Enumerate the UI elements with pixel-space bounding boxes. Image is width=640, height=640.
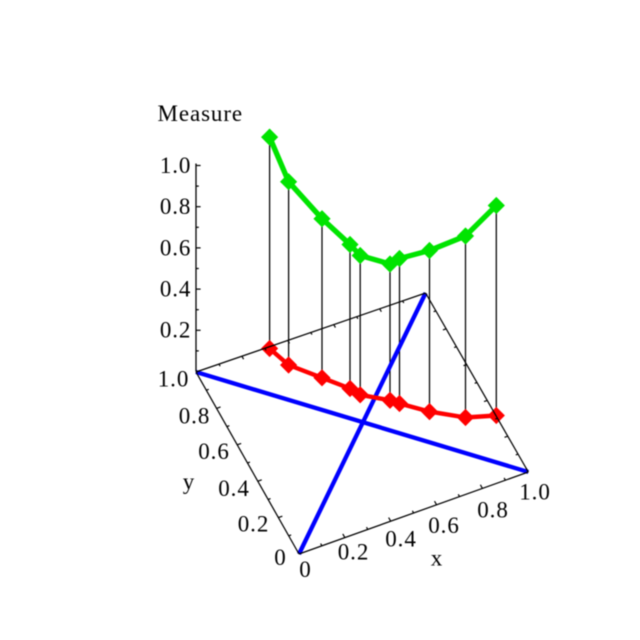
svg-text:1.0: 1.0 bbox=[158, 366, 189, 391]
svg-text:0.2: 0.2 bbox=[160, 318, 191, 343]
svg-text:0.2: 0.2 bbox=[338, 539, 369, 564]
svg-text:0.6: 0.6 bbox=[198, 439, 229, 464]
svg-text:1.0: 1.0 bbox=[160, 153, 191, 178]
svg-text:y: y bbox=[183, 469, 195, 494]
svg-text:0: 0 bbox=[274, 545, 286, 570]
svg-text:0.4: 0.4 bbox=[160, 277, 191, 302]
svg-text:0.8: 0.8 bbox=[160, 194, 191, 219]
svg-text:x: x bbox=[431, 546, 443, 571]
svg-text:1.0: 1.0 bbox=[519, 479, 550, 504]
svg-text:0.6: 0.6 bbox=[160, 235, 191, 260]
svg-text:0: 0 bbox=[299, 557, 311, 582]
svg-text:Measure: Measure bbox=[158, 101, 244, 126]
svg-text:0.2: 0.2 bbox=[238, 511, 269, 536]
svg-text:0.8: 0.8 bbox=[477, 497, 508, 522]
svg-text:0.4: 0.4 bbox=[385, 526, 416, 551]
svg-text:0.6: 0.6 bbox=[428, 513, 459, 538]
svg-text:0.4: 0.4 bbox=[218, 476, 249, 501]
svg-text:0.8: 0.8 bbox=[179, 403, 210, 428]
